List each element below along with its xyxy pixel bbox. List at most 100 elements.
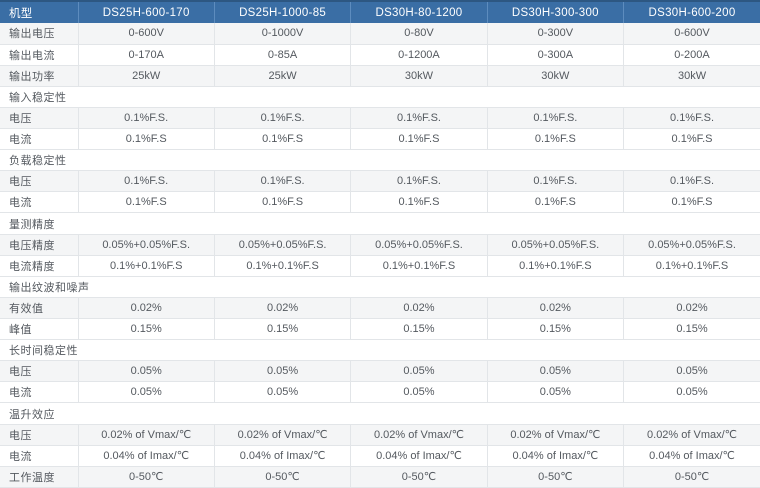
table-row-operating-temperature: 工作温度 0-50℃ 0-50℃ 0-50℃ 0-50℃ 0-50℃ bbox=[0, 466, 760, 488]
section-row-load-stability: 负载稳定性 bbox=[0, 149, 760, 172]
cell: 0.02% of Vmax/℃ bbox=[350, 424, 488, 446]
cell: 0-50℃ bbox=[78, 466, 215, 488]
table-row-peak-value: 峰值 0.15% 0.15% 0.15% 0.15% 0.15% bbox=[0, 318, 760, 341]
cell: 0.15% bbox=[214, 318, 352, 341]
cell: 0.05% bbox=[214, 381, 352, 404]
col-header-model: 机型 bbox=[0, 0, 79, 23]
cell: 0.05% bbox=[214, 360, 352, 383]
cell: 0.05% bbox=[78, 381, 215, 404]
table-row-output-voltage: 输出电压 0-600V 0-1000V 0-80V 0-300V 0-600V bbox=[0, 23, 760, 45]
table-row-rms-value: 有效值 0.02% 0.02% 0.02% 0.02% 0.02% bbox=[0, 297, 760, 320]
cell: 0.1%F.S bbox=[350, 191, 488, 214]
table-row-voltage: 电压 0.1%F.S. 0.1%F.S. 0.1%F.S. 0.1%F.S. 0… bbox=[0, 170, 760, 193]
cell: 0-170A bbox=[78, 44, 215, 66]
table-row-output-power: 输出功率 25kW 25kW 30kW 30kW 30kW bbox=[0, 65, 760, 87]
spec-table-body: 输出电压 0-600V 0-1000V 0-80V 0-300V 0-600V … bbox=[0, 23, 760, 488]
row-label: 输出电流 bbox=[0, 44, 79, 66]
cell: 25kW bbox=[78, 65, 215, 87]
cell: 0.1%F.S bbox=[214, 128, 352, 151]
row-label: 输出功率 bbox=[0, 65, 79, 87]
section-label: 长时间稳定性 bbox=[0, 339, 760, 362]
row-label: 有效值 bbox=[0, 297, 79, 320]
header-row: 机型 DS25H-600-170 DS25H-1000-85 DS30H-80-… bbox=[0, 0, 760, 23]
table-row-current: 电流 0.1%F.S 0.1%F.S 0.1%F.S 0.1%F.S 0.1%F… bbox=[0, 128, 760, 151]
cell: 0-50℃ bbox=[214, 466, 352, 488]
cell: 0.1%+0.1%F.S bbox=[487, 255, 625, 277]
row-label: 电压 bbox=[0, 107, 79, 130]
table-row-current: 电流 0.1%F.S 0.1%F.S 0.1%F.S 0.1%F.S 0.1%F… bbox=[0, 191, 760, 214]
row-label: 工作温度 bbox=[0, 466, 79, 488]
cell: 0-300A bbox=[487, 44, 625, 66]
cell: 0-1000V bbox=[214, 23, 352, 45]
section-label: 温升效应 bbox=[0, 402, 760, 425]
cell: 0-85A bbox=[214, 44, 352, 66]
cell: 0.1%F.S bbox=[214, 191, 352, 214]
cell: 0-50℃ bbox=[623, 466, 760, 488]
cell: 0.05%+0.05%F.S. bbox=[214, 234, 352, 256]
cell: 0.1%F.S. bbox=[487, 107, 625, 130]
cell: 0.02% of Vmax/℃ bbox=[623, 424, 760, 446]
cell: 0.1%F.S. bbox=[78, 107, 215, 130]
cell: 0-600V bbox=[623, 23, 760, 45]
row-label: 电压精度 bbox=[0, 234, 79, 256]
row-label: 电压 bbox=[0, 360, 79, 383]
cell: 0.02% of Vmax/℃ bbox=[214, 424, 352, 446]
cell: 0.1%F.S bbox=[487, 128, 625, 151]
table-row-voltage: 电压 0.02% of Vmax/℃ 0.02% of Vmax/℃ 0.02%… bbox=[0, 424, 760, 446]
cell: 0-50℃ bbox=[350, 466, 488, 488]
cell: 0.1%F.S. bbox=[623, 170, 760, 193]
cell: 0.04% of Imax/℃ bbox=[487, 445, 625, 467]
section-row-long-term-stability: 长时间稳定性 bbox=[0, 339, 760, 362]
cell: 0.02% of Vmax/℃ bbox=[487, 424, 625, 446]
cell: 0.05%+0.05%F.S. bbox=[350, 234, 488, 256]
table-row-voltage: 电压 0.05% 0.05% 0.05% 0.05% 0.05% bbox=[0, 360, 760, 383]
cell: 0.05% bbox=[487, 381, 625, 404]
cell: 0.05% bbox=[623, 381, 760, 404]
cell: 0.02% bbox=[78, 297, 215, 320]
cell: 0.1%F.S. bbox=[214, 107, 352, 130]
section-row-temperature-rise-effect: 温升效应 bbox=[0, 402, 760, 425]
cell: 0.02% of Vmax/℃ bbox=[78, 424, 215, 446]
cell: 0.15% bbox=[623, 318, 760, 341]
cell: 0-50℃ bbox=[487, 466, 625, 488]
row-label: 峰值 bbox=[0, 318, 79, 341]
col-header-model-2: DS25H-1000-85 bbox=[214, 0, 352, 23]
row-label: 电流 bbox=[0, 191, 79, 214]
cell: 0.1%+0.1%F.S bbox=[214, 255, 352, 277]
table-row-current-accuracy: 电流精度 0.1%+0.1%F.S 0.1%+0.1%F.S 0.1%+0.1%… bbox=[0, 255, 760, 277]
spec-table-header: 机型 DS25H-600-170 DS25H-1000-85 DS30H-80-… bbox=[0, 0, 760, 23]
col-header-model-3: DS30H-80-1200 bbox=[350, 0, 488, 23]
row-label: 电流精度 bbox=[0, 255, 79, 277]
cell: 0.04% of Imax/℃ bbox=[78, 445, 215, 467]
cell: 0.1%F.S bbox=[623, 128, 760, 151]
row-label: 电压 bbox=[0, 170, 79, 193]
row-label: 电流 bbox=[0, 381, 79, 404]
cell: 0.1%F.S bbox=[350, 128, 488, 151]
cell: 0.1%F.S. bbox=[78, 170, 215, 193]
cell: 30kW bbox=[623, 65, 760, 87]
cell: 0.05% bbox=[623, 360, 760, 383]
section-label: 量测精度 bbox=[0, 212, 760, 235]
cell: 0.02% bbox=[350, 297, 488, 320]
cell: 0.05% bbox=[78, 360, 215, 383]
cell: 0.1%F.S bbox=[623, 191, 760, 214]
cell: 0.05%+0.05%F.S. bbox=[623, 234, 760, 256]
section-row-measurement-accuracy: 量测精度 bbox=[0, 212, 760, 235]
section-label: 输入稳定性 bbox=[0, 86, 760, 108]
cell: 0.02% bbox=[623, 297, 760, 320]
table-row-voltage-accuracy: 电压精度 0.05%+0.05%F.S. 0.05%+0.05%F.S. 0.0… bbox=[0, 234, 760, 256]
cell: 0.1%F.S. bbox=[350, 107, 488, 130]
cell: 0.04% of Imax/℃ bbox=[623, 445, 760, 467]
cell: 0.02% bbox=[487, 297, 625, 320]
col-header-model-5: DS30H-600-200 bbox=[623, 0, 760, 23]
cell: 0.1%F.S. bbox=[623, 107, 760, 130]
cell: 0.05%+0.05%F.S. bbox=[487, 234, 625, 256]
row-label: 电压 bbox=[0, 424, 79, 446]
cell: 0.15% bbox=[487, 318, 625, 341]
cell: 0.1%F.S. bbox=[487, 170, 625, 193]
cell: 0.04% of Imax/℃ bbox=[214, 445, 352, 467]
table-row-voltage: 电压 0.1%F.S. 0.1%F.S. 0.1%F.S. 0.1%F.S. 0… bbox=[0, 107, 760, 130]
cell: 0-80V bbox=[350, 23, 488, 45]
cell: 0.05% bbox=[350, 381, 488, 404]
